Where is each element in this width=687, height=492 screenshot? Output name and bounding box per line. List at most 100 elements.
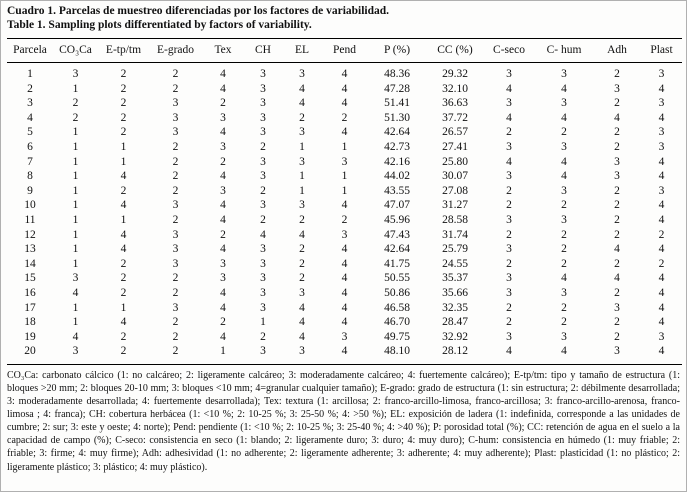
table-cell: 2: [561, 243, 567, 256]
table-cell: 2: [220, 155, 226, 168]
table-cell: 3: [299, 155, 305, 168]
table-cell: 3: [172, 243, 179, 256]
table-cell: 1: [27, 68, 33, 80]
table-cell: 18: [24, 316, 36, 329]
table-cell: 9: [27, 184, 33, 197]
table-cell: 3: [172, 111, 179, 124]
table-cell: 3: [260, 126, 266, 139]
table-cell: 47.07: [384, 199, 410, 212]
table-cell: 4: [658, 316, 665, 329]
table-cell: 3: [561, 97, 567, 110]
table-cell: 28.12: [427, 344, 483, 365]
table-row: 13 1 4 3 4 3 2 4 42.64 25.79 3 2 4 4: [7, 242, 682, 257]
table-cell: 46.58: [384, 301, 410, 314]
table-row: 4 2 2 3 3 3 2 2 51.30 37.72 4 4 4 4: [7, 111, 682, 126]
table-cell: 3: [614, 170, 620, 183]
table-cell: 42.73: [384, 140, 410, 153]
table-cell: 44.02: [384, 170, 410, 183]
table-cell: 2: [172, 140, 179, 153]
table-cell: 4: [299, 316, 305, 329]
table-cell: 32.92: [442, 330, 468, 343]
table-cell: 3: [561, 213, 567, 226]
table-cell: 4: [120, 170, 127, 183]
table-cell: 2: [27, 82, 33, 95]
table-cell: 4: [483, 344, 535, 365]
table-cell: 3: [260, 97, 266, 110]
table-cell: 3: [593, 344, 641, 365]
table-footnote: CO₃Ca: carbonato cálcico (1: no calcáreo…: [7, 369, 680, 473]
table-cell: 1: [299, 184, 305, 197]
table-cell: 3: [260, 286, 266, 299]
table-cell: 24.55: [442, 257, 468, 270]
table-cell: 4: [341, 301, 348, 314]
table-cell: 4: [658, 213, 665, 226]
column-header: C- hum: [535, 38, 593, 63]
table-cell: 2: [260, 140, 266, 153]
column-header: Pend: [322, 38, 367, 63]
table-cell: 10: [24, 199, 36, 212]
table-cell: 1: [72, 301, 79, 314]
table-cell: 3: [260, 301, 266, 314]
table-cell: 4: [658, 243, 665, 256]
table-cell: 2: [172, 68, 179, 80]
table-cell: 3: [561, 286, 567, 299]
table-cell: 1: [72, 228, 79, 241]
table-cell: 37.72: [442, 111, 468, 124]
table-cell: 2: [614, 68, 620, 80]
table-cell: 5: [27, 126, 33, 139]
table-cell: 2: [506, 301, 512, 314]
table-cell: 1: [72, 199, 79, 212]
table-cell: 2: [299, 243, 305, 256]
table-cell: 3: [506, 170, 512, 183]
table-cell: 3: [72, 68, 79, 80]
table-cell: 4: [341, 68, 348, 80]
table-cell: 29.32: [442, 68, 468, 80]
table-cell: 3: [658, 126, 665, 139]
table-cell: 1: [72, 140, 79, 153]
table-cell: 50.55: [384, 272, 410, 285]
table-cell: 2: [506, 184, 512, 197]
table-cell: 2: [614, 126, 620, 139]
table-cell: 4: [260, 228, 266, 241]
table-row: 14 1 2 3 3 3 2 4 41.75 24.55 2 2 2 2: [7, 257, 682, 272]
table-row: 2 1 2 2 4 3 4 4 47.28 32.10 4 4 3 4: [7, 82, 682, 97]
table-cell: 3: [506, 213, 512, 226]
table-cell: 2: [614, 213, 620, 226]
table-cell: 3: [561, 68, 567, 80]
table-cell: 47.28: [384, 82, 410, 95]
table-cell: 1: [341, 184, 348, 197]
table-cell: 4: [220, 286, 226, 299]
table-cell: 2: [172, 330, 179, 343]
table-cell: 2: [220, 97, 226, 110]
table-cell: 43.55: [384, 184, 410, 197]
table-cell: 2: [72, 97, 79, 110]
table-cell: 4: [506, 155, 512, 168]
table-cell: 3: [220, 111, 226, 124]
table-cell: 2: [299, 257, 305, 270]
column-header: C-seco: [483, 38, 535, 63]
table-cell: 3: [260, 243, 266, 256]
table-cell: 31.74: [442, 228, 468, 241]
table-row: 17 1 1 3 4 3 4 4 46.58 32.35 2 2 3 4: [7, 301, 682, 316]
table-cell: 2: [172, 82, 179, 95]
table-cell: 3: [260, 170, 266, 183]
table-cell: 2: [220, 228, 226, 241]
table-cell: 2: [120, 111, 127, 124]
table-cell: 3: [658, 97, 665, 110]
table-cell: 3: [299, 126, 305, 139]
table-cell: 4: [658, 199, 665, 212]
table-cell: 17: [24, 301, 36, 314]
paper-table-figure: Cuadro 1. Parcelas de muestreo diferenci…: [1, 1, 686, 474]
table-cell: 2: [260, 330, 266, 343]
column-header: E-tp/tm: [98, 38, 149, 63]
table-cell: 4: [341, 97, 348, 110]
table-cell: 2: [506, 126, 512, 139]
table-cell: 2: [341, 213, 348, 226]
table-cell: 4: [341, 126, 348, 139]
table-cell: 4: [341, 243, 348, 256]
table-cell: 2: [120, 68, 127, 80]
table-cell: 4: [72, 330, 79, 343]
table-cell: 3: [260, 155, 266, 168]
column-header: Tex: [202, 38, 244, 63]
table-cell: 48.10: [367, 344, 427, 365]
